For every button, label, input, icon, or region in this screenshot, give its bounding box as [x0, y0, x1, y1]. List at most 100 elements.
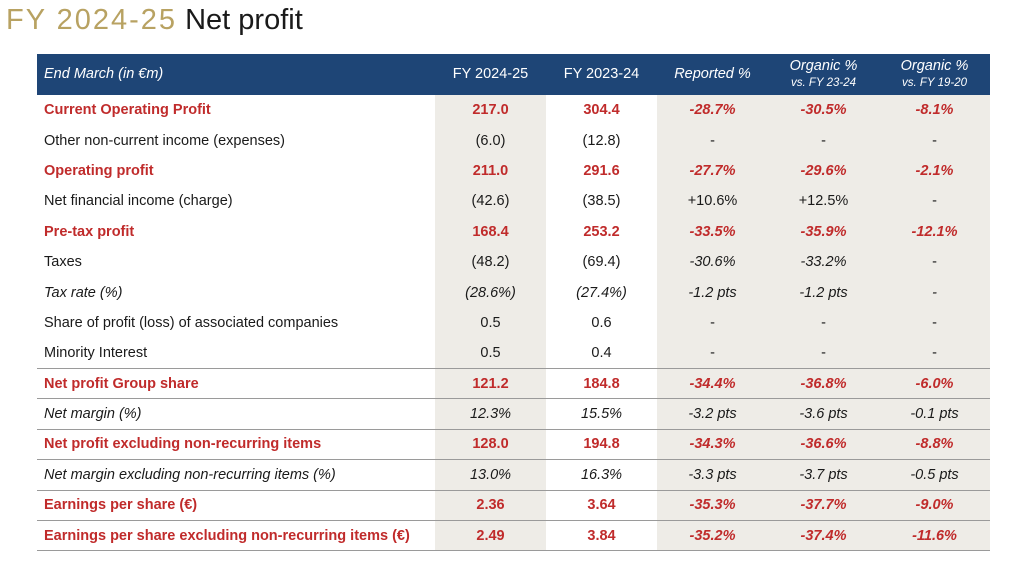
cell-organic-1920: -0.5 pts: [879, 459, 990, 491]
table-row: Other non-current income (expenses) (6.0…: [37, 125, 990, 156]
cell-organic-2324: -3.7 pts: [768, 459, 879, 491]
cell-fy2324: 194.8: [546, 428, 657, 460]
cell-organic-1920: -8.1%: [879, 95, 990, 126]
cell-reported: -28.7%: [657, 95, 768, 126]
cell-organic-1920: -: [879, 246, 990, 278]
row-label: Net profit Group share: [37, 368, 435, 399]
cell-fy2324: (12.8): [582, 132, 621, 149]
cell-organic-1920: -11.6%: [879, 519, 990, 552]
cell-organic-2324: +12.5%: [768, 186, 879, 217]
table-row: Minority Interest 0.5 0.4 - - -: [37, 338, 990, 369]
header-organic-1920-line1: Organic %: [900, 57, 969, 74]
cell-organic-1920: -2.1%: [879, 155, 990, 187]
row-label: Tax rate (%): [44, 284, 123, 301]
row-label: Net margin excluding non-recurring items…: [37, 459, 435, 491]
cell-organic-1920: -: [879, 186, 990, 217]
cell-fy2324: 3.64: [546, 489, 657, 521]
table-row: Pre-tax profit 168.4 253.2 -33.5% -35.9%…: [37, 216, 990, 247]
cell-fy2425: 128.0: [435, 428, 546, 460]
title-fiscal-year: FY 2024-25: [6, 4, 178, 36]
cell-organic-2324: -37.4%: [768, 519, 879, 552]
cell-reported: -3.3 pts: [657, 459, 768, 491]
cell-organic-1920: -8.8%: [879, 428, 990, 460]
cell-organic-2324: -: [768, 338, 879, 369]
cell-fy2425: 0.5: [435, 307, 546, 339]
cell-fy2425: 211.0: [435, 155, 546, 187]
table-row: Net profit excluding non-recurring items…: [37, 428, 990, 460]
cell-fy2324: 184.8: [546, 368, 657, 399]
header-organic-1920-line2: vs. FY 19-20: [902, 76, 967, 89]
net-profit-table: End March (in €m) FY 2024-25 FY 2023-24 …: [37, 54, 990, 552]
header-fy2324: FY 2023-24: [546, 54, 657, 95]
cell-reported: -3.2 pts: [657, 398, 768, 430]
cell-reported: -1.2 pts: [657, 277, 768, 308]
table-row: Net financial income (charge) (42.6) (38…: [37, 186, 990, 217]
header-organic-1920: Organic % vs. FY 19-20: [879, 54, 990, 95]
cell-reported: -27.7%: [657, 155, 768, 187]
cell-organic-2324: -30.5%: [768, 95, 879, 126]
cell-fy2425: 168.4: [435, 216, 546, 247]
cell-organic-2324: -1.2 pts: [768, 277, 879, 308]
table-row: Taxes (48.2) (69.4) -30.6% -33.2% -: [37, 246, 990, 278]
cell-organic-2324: -37.7%: [768, 489, 879, 521]
row-label: Minority Interest: [44, 345, 148, 362]
cell-fy2324: 15.5%: [546, 398, 657, 430]
cell-fy2324: 0.6: [591, 314, 612, 331]
table-row: Net margin excluding non-recurring items…: [37, 459, 990, 491]
cell-fy2425: 13.0%: [435, 459, 546, 491]
cell-fy2425: (28.6%): [435, 277, 546, 308]
cell-reported: -: [657, 307, 768, 339]
cell-reported: +10.6%: [657, 186, 768, 217]
cell-fy2324: 16.3%: [546, 459, 657, 491]
cell-organic-1920: -: [879, 125, 990, 156]
cell-fy2324: (38.5): [582, 193, 621, 210]
cell-fy2425: 0.5: [435, 338, 546, 369]
cell-fy2324: 253.2: [583, 223, 620, 240]
row-label: Other non-current income (expenses): [44, 132, 285, 149]
cell-organic-1920: -6.0%: [879, 368, 990, 399]
table-body: Current Operating Profit 217.0 304.4 -28…: [37, 95, 990, 552]
header-organic-2324-line2: vs. FY 23-24: [791, 76, 856, 89]
cell-fy2324: (27.4%): [576, 284, 627, 301]
cell-fy2425: 217.0: [435, 95, 546, 126]
table-row: Tax rate (%) (28.6%) (27.4%) -1.2 pts -1…: [37, 277, 990, 308]
cell-organic-2324: -33.2%: [768, 246, 879, 278]
cell-organic-1920: -: [879, 277, 990, 308]
table-row: Earnings per share excluding non-recurri…: [37, 519, 990, 552]
cell-fy2425: 12.3%: [435, 398, 546, 430]
cell-organic-2324: -3.6 pts: [768, 398, 879, 430]
row-label: Current Operating Profit: [44, 102, 211, 119]
table-row: Net profit Group share 121.2 184.8 -34.4…: [37, 368, 990, 399]
header-reported: Reported %: [657, 54, 768, 95]
row-label: Net margin (%): [37, 398, 435, 430]
row-label: Taxes: [44, 254, 82, 271]
table-row: Earnings per share (€) 2.36 3.64 -35.3% …: [37, 489, 990, 521]
cell-reported: -30.6%: [657, 246, 768, 278]
cell-fy2425: 2.49: [435, 519, 546, 552]
row-label: Net financial income (charge): [44, 193, 233, 210]
cell-fy2324: (69.4): [582, 254, 621, 271]
cell-organic-2324: -29.6%: [768, 155, 879, 187]
page-title: FY 2024-25 Net profit: [6, 0, 303, 40]
cell-organic-2324: -: [768, 307, 879, 339]
cell-organic-1920: -12.1%: [879, 216, 990, 247]
cell-fy2324: 3.84: [546, 519, 657, 552]
cell-organic-2324: -36.6%: [768, 428, 879, 460]
cell-organic-1920: -9.0%: [879, 489, 990, 521]
cell-fy2324: 304.4: [583, 102, 620, 119]
row-label: Earnings per share (€): [37, 489, 435, 521]
cell-fy2324: 0.4: [591, 345, 612, 362]
cell-reported: -: [657, 125, 768, 156]
header-organic-2324-line1: Organic %: [789, 57, 858, 74]
row-label: Pre-tax profit: [44, 223, 135, 240]
header-period: End March (in €m): [37, 54, 435, 95]
table-header: End March (in €m) FY 2024-25 FY 2023-24 …: [37, 54, 990, 95]
cell-reported: -34.4%: [657, 368, 768, 399]
cell-fy2324: 291.6: [583, 162, 620, 179]
header-row: End March (in €m) FY 2024-25 FY 2023-24 …: [37, 54, 990, 95]
table-row: Net margin (%) 12.3% 15.5% -3.2 pts -3.6…: [37, 398, 990, 430]
cell-reported: -35.3%: [657, 489, 768, 521]
row-label: Earnings per share excluding non-recurri…: [37, 519, 435, 552]
cell-fy2425: (48.2): [435, 246, 546, 278]
cell-organic-1920: -: [879, 307, 990, 339]
